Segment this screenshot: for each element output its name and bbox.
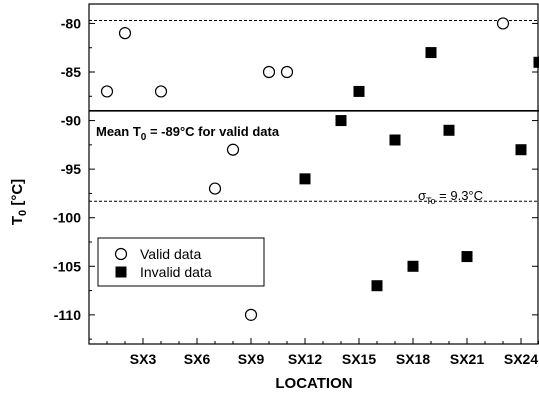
y-tick-label: -95 — [61, 161, 81, 177]
axis-ticks — [89, 22, 539, 344]
mean-annotation-sub: 0 — [141, 132, 147, 143]
y-tick-label: -85 — [61, 64, 81, 80]
x-tick-label: SX3 — [130, 351, 157, 367]
invalid-data-point — [299, 173, 311, 185]
y-axis-title: T0 [°C] — [9, 179, 29, 225]
invalid-data-point — [515, 144, 527, 156]
valid-data-point — [118, 27, 132, 40]
x-tick-label: SX18 — [396, 351, 430, 367]
legend-label-invalid: Invalid data — [140, 264, 212, 280]
y-tick-label: -90 — [61, 113, 81, 129]
y-axis-title-unit: [°C] — [9, 179, 26, 210]
invalid-data-point — [389, 134, 401, 146]
valid-data-point — [496, 17, 510, 30]
legend-marker-valid — [114, 247, 128, 261]
valid-data-point — [280, 65, 294, 79]
data-points — [100, 17, 539, 321]
plot-area-frame — [88, 3, 539, 345]
invalid-data-point — [425, 47, 437, 59]
sigma-annotation: σTo = 9.3°C — [418, 188, 483, 206]
valid-data-point — [208, 182, 222, 195]
sigma-suffix: = 9.3°C — [436, 188, 483, 203]
x-tick-label: SX15 — [342, 351, 376, 367]
sigma-sub: To — [426, 196, 436, 206]
legend-label-valid: Valid data — [140, 246, 201, 262]
invalid-data-point — [407, 260, 419, 272]
valid-data-point — [154, 85, 168, 98]
legend-box — [97, 237, 265, 287]
y-axis-title-sub: 0 — [17, 210, 29, 216]
invalid-data-point — [533, 56, 539, 68]
valid-data-point — [226, 143, 240, 156]
tick-labels: -80 -85 -90 -95 -100 -105 -110 SX3 SX6 SX9 SX12 SX1… — [53, 15, 538, 367]
y-axis-title-main: T — [9, 216, 26, 225]
mean-annotation: Mean T0 = -89°C for valid data — [96, 124, 280, 143]
y-tick-label: -100 — [53, 210, 81, 226]
reference-lines — [89, 20, 539, 202]
x-tick-label: SX24 — [504, 351, 538, 367]
invalid-data-point — [443, 124, 455, 136]
x-tick-label: SX12 — [288, 351, 322, 367]
mean-annotation-suffix: = -89°C for valid data — [146, 124, 279, 139]
x-tick-label: SX21 — [450, 351, 484, 367]
y-tick-label: -105 — [53, 258, 81, 274]
mean-annotation-prefix: Mean T — [96, 124, 141, 139]
invalid-data-point — [335, 115, 347, 127]
valid-data-point — [244, 308, 258, 321]
sigma-symbol: σ — [418, 188, 426, 203]
valid-data-point — [100, 85, 114, 98]
legend: Valid data Invalid data — [97, 237, 265, 287]
x-tick-label: SX6 — [184, 351, 211, 367]
y-tick-label: -80 — [61, 15, 81, 31]
invalid-data-point — [461, 251, 473, 263]
x-tick-label: SX9 — [238, 351, 265, 367]
legend-marker-invalid — [115, 266, 127, 278]
invalid-data-point — [371, 280, 383, 292]
valid-data-point — [262, 65, 276, 79]
x-axis-title: LOCATION — [275, 375, 352, 392]
invalid-data-point — [353, 85, 365, 97]
y-tick-label: -110 — [54, 307, 81, 323]
